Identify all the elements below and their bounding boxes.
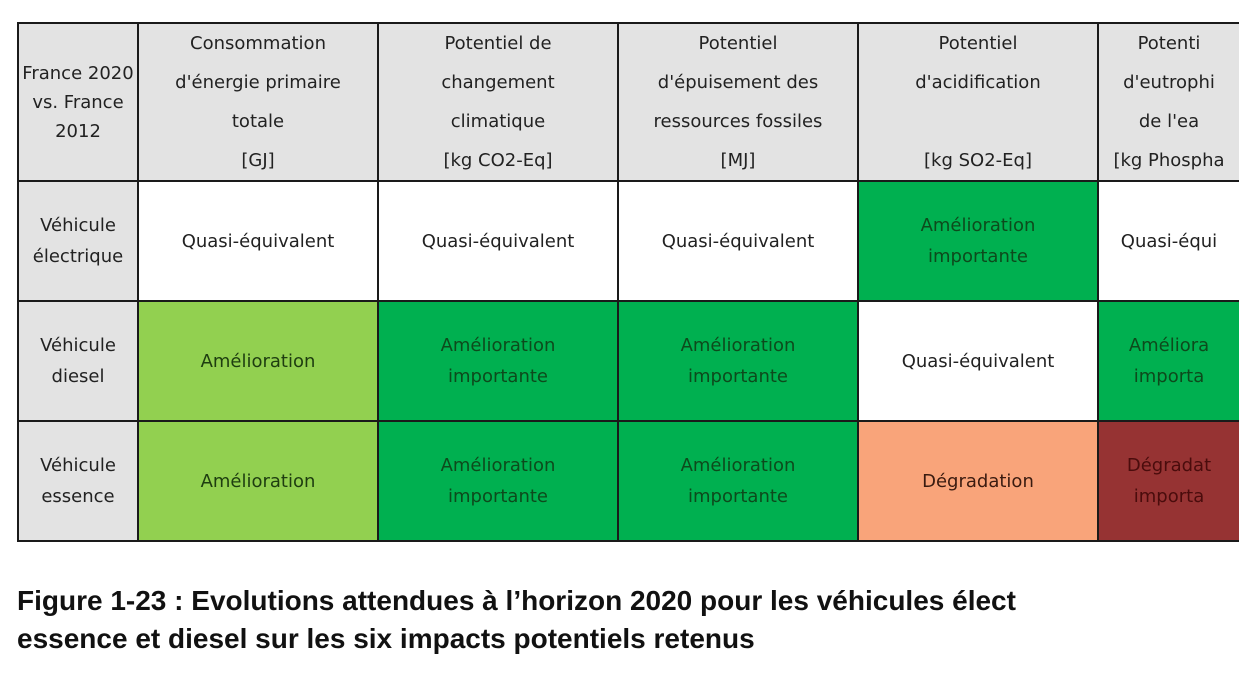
impact-evolution-table: France 2020 vs. France 2012 Consommation d'é… <box>17 22 1239 542</box>
assessment-cell: Quasi-équivalent <box>617 180 859 302</box>
assessment-cell: Quasi-équivalent <box>857 300 1099 422</box>
cell-text-line: Dégradat <box>1126 455 1212 476</box>
assessment-cell: Amélioration importante <box>617 300 859 422</box>
cell-text-line: [MJ] <box>720 150 756 171</box>
cell-text-line: 2012 <box>55 120 101 142</box>
figure-caption: Figure 1-23 : Evolutions attendues à l’h… <box>17 582 1239 658</box>
assessment-cell: Amélioration importante <box>857 180 1099 302</box>
cell-text-line: [kg SO2-Eq] <box>924 150 1032 171</box>
cell-text-line: Consommation <box>190 33 326 54</box>
cell-text-line: ressources fossiles <box>653 111 823 132</box>
cell-text-line: importante <box>927 246 1028 267</box>
cell-text-line: d'épuisement des <box>657 72 819 93</box>
cell-text-line: Amélioration <box>200 470 316 492</box>
caption-line-1: Figure 1-23 : Evolutions attendues à l’h… <box>17 585 1016 616</box>
cell-text-line: Potentiel de <box>444 33 552 54</box>
corner-header-cell: France 2020 vs. France 2012 <box>17 22 139 182</box>
cell-text-line: d'eutrophi <box>1123 72 1215 93</box>
cell-text-line: Véhicule <box>40 455 116 476</box>
cell-text-line: Amélioration <box>680 455 796 476</box>
cell-text-line: importa <box>1133 366 1205 387</box>
cell-text-line: importante <box>447 486 548 507</box>
cell-text-line: électrique <box>32 246 124 267</box>
row-header: Véhicule diesel <box>17 300 139 422</box>
assessment-cell: Améliora importa <box>1097 300 1239 422</box>
cell-text-line: Améliora <box>1128 335 1210 356</box>
cell-text-line: Amélioration <box>920 215 1036 236</box>
row-header: Véhicule essence <box>17 420 139 542</box>
cell-text-line: changement <box>441 72 555 93</box>
cell-text-line: Amélioration <box>680 335 796 356</box>
cell-text-line: Potentiel <box>938 33 1018 54</box>
cell-text-line: essence <box>41 486 115 507</box>
cell-text-line: diesel <box>51 366 105 387</box>
assessment-cell: Amélioration importante <box>617 420 859 542</box>
assessment-cell: Quasi-équi <box>1097 180 1239 302</box>
assessment-cell: Dégradat importa <box>1097 420 1239 542</box>
column-header: Potentiel d'épuisement des ressources foss… <box>617 22 859 182</box>
cell-text-line: vs. France <box>32 91 124 113</box>
cell-text-line: Potentiel <box>698 33 778 54</box>
table-row: Véhicule essence Amélioration Amélioration i… <box>17 420 1239 542</box>
cell-text-line: [GJ] <box>241 150 275 171</box>
cell-text-line: Amélioration <box>440 455 556 476</box>
cell-text-line: [kg CO2-Eq] <box>443 150 553 171</box>
header-row: France 2020 vs. France 2012 Consommation d'é… <box>17 22 1239 182</box>
cell-text-line: Véhicule <box>40 335 116 356</box>
cell-text-line <box>859 102 1097 141</box>
cell-text-line: Quasi-équi <box>1120 230 1218 252</box>
cell-text-line: [kg Phospha <box>1113 150 1225 171</box>
cell-text-line: Quasi-équivalent <box>661 230 815 252</box>
assessment-cell: Dégradation <box>857 420 1099 542</box>
assessment-cell: Quasi-équivalent <box>377 180 619 302</box>
assessment-cell: Amélioration <box>137 420 379 542</box>
cell-text-line: Dégradation <box>922 470 1034 492</box>
assessment-cell: Amélioration <box>137 300 379 422</box>
row-header: Véhicule électrique <box>17 180 139 302</box>
table-row: Véhicule électrique Quasi-équivalent Quasi-… <box>17 180 1239 302</box>
column-header: Consommation d'énergie primaire totale [GJ] <box>137 22 379 182</box>
cell-text-line: importa <box>1133 486 1205 507</box>
assessment-cell: Amélioration importante <box>377 300 619 422</box>
cell-text-line: importante <box>687 366 788 387</box>
cell-text-line: importante <box>447 366 548 387</box>
cell-text-line: Amélioration <box>440 335 556 356</box>
column-header: Potentiel de changement climatique [kg CO2-… <box>377 22 619 182</box>
cell-text-line: Quasi-équivalent <box>901 350 1055 372</box>
cell-text-line: Amélioration <box>200 350 316 372</box>
cell-text-line: d'énergie primaire <box>175 72 341 93</box>
cell-text-line: totale <box>231 111 285 132</box>
table-row: Véhicule diesel Amélioration Amélioration im… <box>17 300 1239 422</box>
cell-text-line: de l'ea <box>1138 111 1200 132</box>
cell-text-line: Quasi-équivalent <box>181 230 335 252</box>
assessment-cell: Quasi-équivalent <box>137 180 379 302</box>
cell-text-line: d'acidification <box>915 72 1041 93</box>
cell-text-line: Quasi-équivalent <box>421 230 575 252</box>
column-header: Potentiel d'acidification [kg SO2-Eq] <box>857 22 1099 182</box>
cell-text-line: climatique <box>450 111 546 132</box>
cell-text-line: France 2020 <box>22 62 134 84</box>
cell-text-line: importante <box>687 486 788 507</box>
assessment-cell: Amélioration importante <box>377 420 619 542</box>
column-header: Potenti d'eutrophi de l'ea [kg Phospha <box>1097 22 1239 182</box>
caption-line-2: essence et diesel sur les six impacts po… <box>17 623 755 654</box>
cell-text-line: Potenti <box>1137 33 1201 54</box>
cell-text-line: Véhicule <box>40 215 116 236</box>
